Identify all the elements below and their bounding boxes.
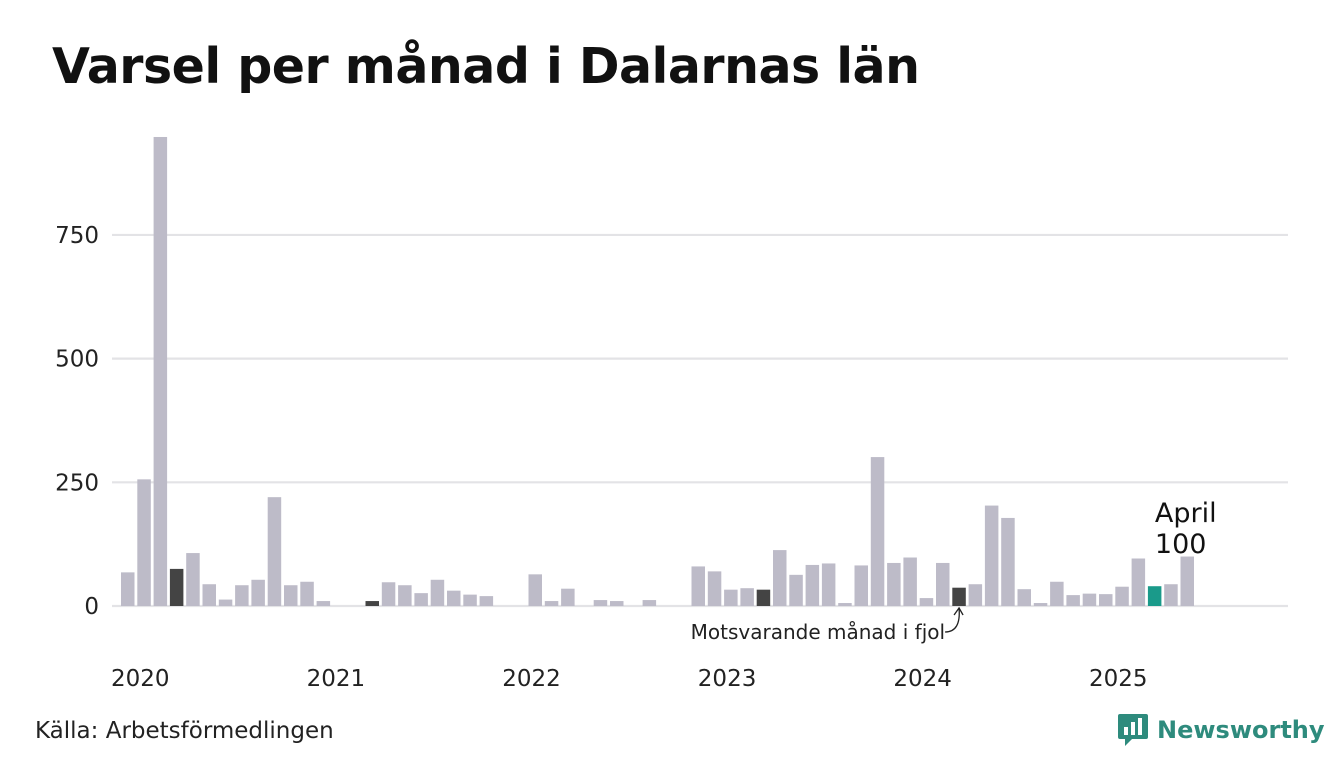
bar-2023-06 [789,574,803,606]
same-month-annotation: Motsvarande månad i fjol [691,620,945,644]
bar-2023-12 [887,562,901,606]
bar-2021-04 [365,601,379,606]
y-tick-label: 0 [84,594,99,620]
bar-2021-10 [463,594,477,606]
bar-2022-07 [610,601,624,606]
bar-2024-09 [1033,603,1048,606]
x-tick-label: 2025 [1089,666,1148,692]
bar-2022-02 [528,574,542,606]
x-tick-label: 2023 [698,666,757,692]
bar-2021-09 [447,590,461,606]
bar-2022-12 [691,566,705,606]
bar-2023-08 [821,563,836,606]
x-tick-label: 2022 [502,666,561,692]
bar-2021-05 [381,582,396,606]
bar-2023-02 [724,589,738,606]
bar-2024-10 [1050,581,1064,606]
bar-undefined [1164,584,1178,606]
bar-undefined [1180,556,1194,606]
bar-2023-04 [756,589,771,606]
bar-2023-07 [805,564,820,606]
newsworthy-logo: Newsworthy [1117,712,1325,748]
bar-2023-11 [870,457,885,606]
bar-2023-10 [854,565,868,606]
grid-lines [112,233,1288,608]
bar-2021-01 [316,601,331,606]
bar-2025-03 [1131,558,1146,606]
bar-2022-03 [544,601,559,606]
bar-2021-07 [414,593,428,606]
bar-2024-03 [936,562,950,606]
y-tick-label: 750 [55,223,99,249]
bar-2021-08 [430,579,445,606]
logo-text: Newsworthy [1157,716,1325,744]
bars [121,136,1194,606]
y-axis-ticks: 0 250 500 750 [55,223,99,620]
bar-2024-06 [984,505,999,606]
bar-2022-06 [593,600,608,606]
bar-2021-06 [398,585,412,606]
bar-2024-12 [1082,593,1097,606]
chart-title: Varsel per månad i Dalarnas län [52,38,920,95]
bar-2023-03 [740,588,754,606]
annotations: Motsvarande månad i fjol April 100 [691,498,1217,644]
bar-2025-04 [1147,586,1162,606]
x-tick-label: 2020 [111,666,170,692]
bar-2025-01 [1099,594,1113,606]
bar-2024-01 [903,557,917,606]
bar-2022-04 [561,588,575,606]
bar-2020-05 [186,553,200,606]
bar-2020-08 [235,585,249,606]
bar-2023-01 [707,571,722,606]
x-tick-label: 2021 [307,666,366,692]
bar-2024-02 [919,598,934,606]
bar-2020-12 [300,581,314,606]
bar-2023-09 [838,603,852,606]
bar-2023-05 [773,550,787,606]
y-tick-label: 250 [55,470,99,496]
bar-2024-07 [1001,517,1015,606]
highlight-value-label: 100 [1155,529,1207,560]
bar-2021-11 [479,596,494,606]
highlight-month-label: April [1155,498,1217,529]
bar-2022-09 [642,600,657,606]
x-axis-ticks: 2020 2021 2022 2023 2024 2025 [111,666,1148,692]
bar-2020-06 [202,584,216,606]
bar-2024-11 [1066,595,1080,606]
bar-2024-04 [952,587,966,606]
source-note: Källa: Arbetsförmedlingen [35,718,334,744]
bar-2020-02 [137,479,151,606]
bar-2020-09 [251,579,265,606]
bar-2020-10 [267,497,282,606]
annotation-arrowhead-icon [953,606,964,616]
bar-2020-01 [121,572,135,606]
bar-2025-02 [1115,586,1129,606]
bar-2020-04 [169,568,184,606]
bar-2020-11 [284,585,298,606]
annotation-arrow-icon [945,607,960,633]
bar-2020-07 [218,599,233,606]
newsworthy-logo-icon [1118,714,1148,746]
bar-2024-05 [968,584,983,606]
bar-2020-03 [153,136,168,606]
bar-2024-08 [1017,589,1031,606]
y-tick-label: 500 [55,347,99,373]
x-tick-label: 2024 [893,666,952,692]
